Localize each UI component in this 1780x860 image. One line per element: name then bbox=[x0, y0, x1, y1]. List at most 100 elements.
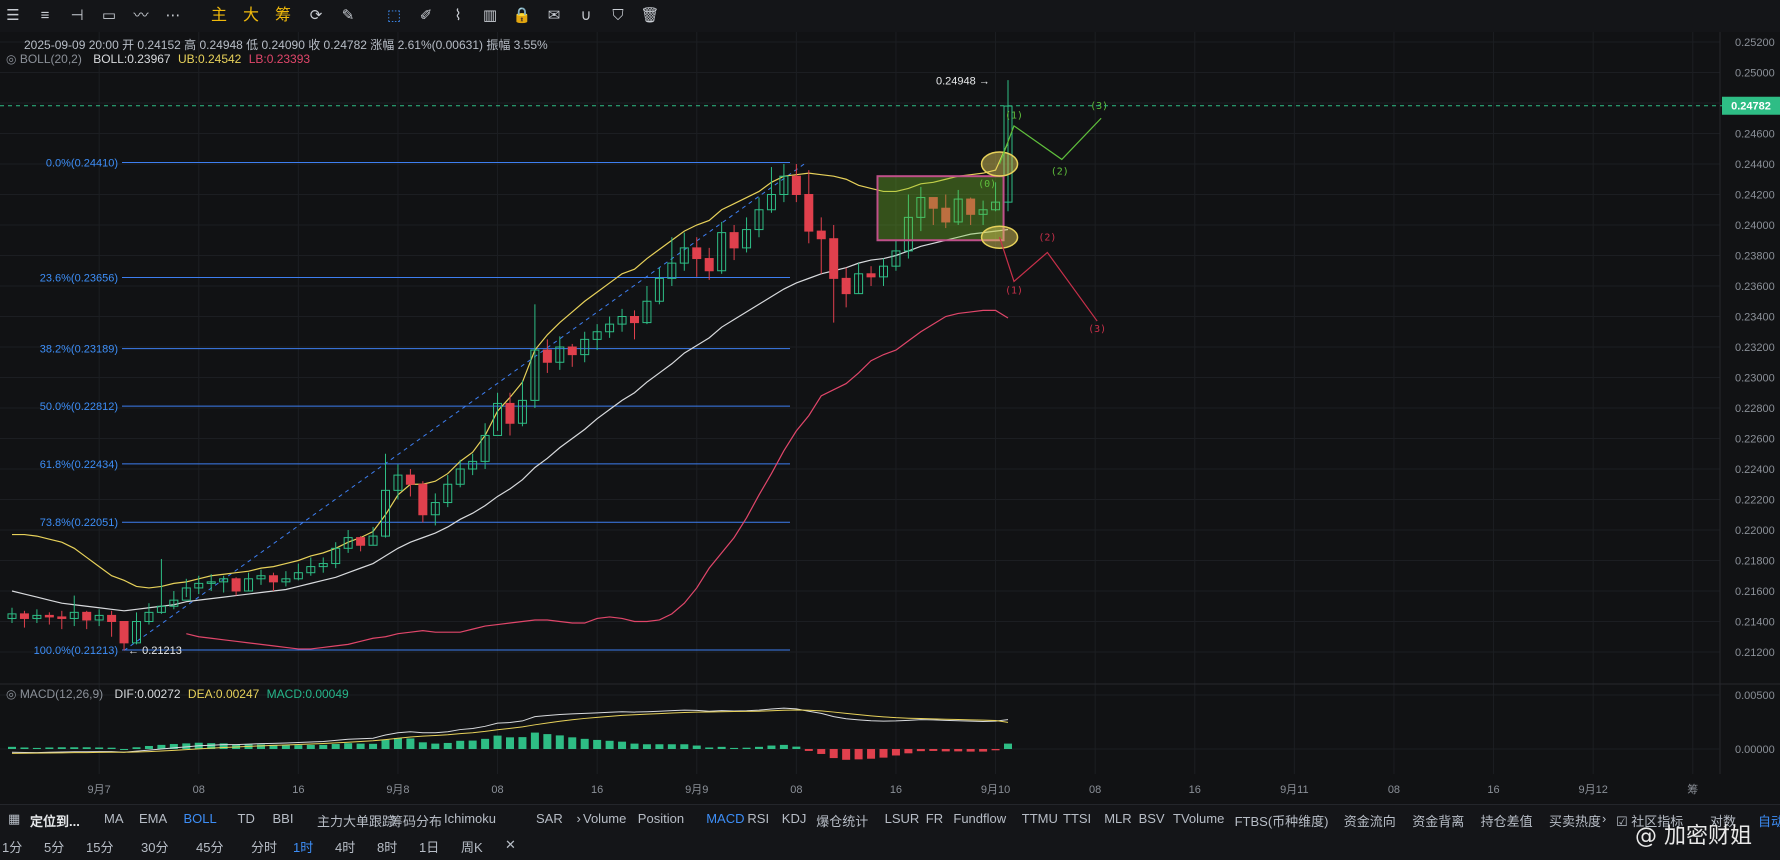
candle-body[interactable] bbox=[642, 300, 652, 324]
select-icon[interactable]: ⬚ bbox=[386, 7, 402, 24]
magnet-icon[interactable]: ∪ bbox=[580, 7, 592, 24]
timeframe-30分[interactable]: 30分 bbox=[141, 840, 169, 855]
candle-body[interactable] bbox=[368, 535, 378, 546]
indicator-持仓差值[interactable]: 持仓差值 bbox=[1480, 814, 1533, 829]
indicator-爆仓统计[interactable]: 爆仓统计 bbox=[816, 814, 869, 829]
candle-body[interactable] bbox=[393, 474, 403, 491]
timeframe-1时[interactable]: 1时 bbox=[293, 840, 314, 855]
log-scale-toggle[interactable]: 对数 bbox=[1710, 814, 1737, 829]
candle-body[interactable] bbox=[493, 402, 503, 436]
candle-body[interactable] bbox=[978, 209, 988, 215]
candle-body[interactable] bbox=[692, 247, 702, 260]
bearish-wave-projection[interactable] bbox=[998, 237, 1098, 322]
indicator-Position[interactable]: Position bbox=[637, 811, 685, 826]
boll-eye-icon[interactable]: ◎ bbox=[6, 52, 20, 66]
indicator-MLR[interactable]: MLR bbox=[1104, 811, 1132, 826]
candle-body[interactable] bbox=[754, 209, 764, 231]
indicator-MA[interactable]: MA bbox=[104, 811, 124, 826]
candle-body[interactable] bbox=[592, 331, 602, 340]
candle-body[interactable] bbox=[779, 175, 789, 195]
indicator-资金流向[interactable]: 资金流向 bbox=[1343, 814, 1396, 829]
candle-body[interactable] bbox=[505, 402, 515, 424]
candle-body[interactable] bbox=[256, 575, 266, 580]
path-icon[interactable]: ⌇ bbox=[454, 7, 462, 24]
lock-icon[interactable]: 🔒 bbox=[512, 7, 532, 24]
candle-body[interactable] bbox=[654, 277, 664, 302]
candle-body[interactable] bbox=[617, 316, 627, 325]
wave-icon[interactable]: 〰 bbox=[133, 7, 149, 24]
timeframe-15分[interactable]: 15分 bbox=[86, 840, 114, 855]
indicator-BOLL[interactable]: BOLL bbox=[183, 811, 217, 826]
candle-body[interactable] bbox=[343, 537, 353, 549]
indicator-筹码分布[interactable]: 筹码分布 bbox=[390, 814, 443, 829]
candle-body[interactable] bbox=[418, 483, 428, 516]
candle-body[interactable] bbox=[405, 474, 415, 485]
candle-body[interactable] bbox=[966, 198, 976, 215]
indicator-BBI[interactable]: BBI bbox=[272, 811, 294, 826]
indicator-资金背离[interactable]: 资金背离 bbox=[1412, 814, 1465, 829]
candle-body[interactable] bbox=[281, 578, 291, 583]
candle-body[interactable] bbox=[356, 537, 366, 546]
indicator-FR[interactable]: FR bbox=[925, 811, 944, 826]
scroll-right-icon[interactable]: › bbox=[576, 811, 581, 826]
indicator-TTMU[interactable]: TTMU bbox=[1021, 811, 1058, 826]
candle-body[interactable] bbox=[69, 611, 79, 619]
candle-body[interactable] bbox=[928, 197, 938, 209]
candle-body[interactable] bbox=[7, 613, 17, 619]
candle-body[interactable] bbox=[791, 175, 801, 195]
scroll-right-icon-2[interactable]: › bbox=[1602, 811, 1607, 826]
price-chart[interactable]: 0.252000.250000.248000.246000.244000.242… bbox=[0, 32, 1780, 804]
indicator-BSV[interactable]: BSV bbox=[1138, 811, 1165, 826]
candle-body[interactable] bbox=[468, 460, 478, 470]
candle-body[interactable] bbox=[107, 614, 117, 623]
candle-body[interactable] bbox=[879, 265, 888, 278]
candle-body[interactable] bbox=[244, 578, 254, 592]
indicator-主力大单跟踪[interactable]: 主力大单跟踪 bbox=[317, 814, 396, 829]
community-indicators-button[interactable]: ☑ 社区指标 bbox=[1616, 814, 1684, 829]
candle-body[interactable] bbox=[991, 201, 1001, 211]
candle-body[interactable] bbox=[605, 323, 615, 333]
candle-body[interactable] bbox=[306, 566, 316, 574]
candle-body[interactable] bbox=[32, 614, 42, 619]
candle-body[interactable] bbox=[667, 262, 677, 279]
candle-body[interactable] bbox=[630, 316, 639, 324]
candle-body[interactable] bbox=[766, 194, 776, 211]
candle-body[interactable] bbox=[530, 349, 540, 401]
indicator-TTSI[interactable]: TTSI bbox=[1063, 811, 1092, 826]
candle-body[interactable] bbox=[293, 572, 303, 580]
bullish-wave-projection[interactable] bbox=[998, 117, 1102, 165]
candle-body[interactable] bbox=[44, 614, 54, 618]
candle-body[interactable] bbox=[903, 216, 913, 252]
candle-body[interactable] bbox=[816, 230, 826, 240]
indicator-Volume[interactable]: Volume bbox=[583, 811, 627, 826]
timeframe-周K[interactable]: 周K bbox=[461, 840, 483, 855]
indicator-LSUR[interactable]: LSUR bbox=[884, 811, 920, 826]
crosshair-icon[interactable]: ⊣ bbox=[70, 7, 84, 24]
candle-body[interactable] bbox=[891, 250, 901, 267]
candle-body[interactable] bbox=[679, 247, 689, 264]
indicator-KDJ[interactable]: KDJ bbox=[781, 811, 807, 826]
candle-body[interactable] bbox=[480, 434, 490, 462]
candle-body[interactable] bbox=[542, 349, 552, 363]
candle-body[interactable] bbox=[517, 399, 527, 424]
candle-body[interactable] bbox=[443, 483, 453, 504]
consolidation-box[interactable] bbox=[876, 175, 1005, 242]
indicator-MACD[interactable]: MACD bbox=[706, 811, 745, 826]
candle-body[interactable] bbox=[82, 611, 92, 621]
menu-icon[interactable]: ☰ bbox=[6, 7, 20, 24]
more-icon[interactable]: ⋯ bbox=[165, 7, 181, 24]
indicator-TD[interactable]: TD bbox=[237, 811, 255, 826]
candle-body[interactable] bbox=[94, 614, 104, 621]
candle-body[interactable] bbox=[829, 238, 839, 279]
lines-icon[interactable]: ≡ bbox=[40, 7, 50, 24]
candle-body[interactable] bbox=[169, 599, 179, 607]
sync-icon[interactable]: ⟳ bbox=[309, 7, 323, 24]
close-timeframes-icon[interactable]: ✕ bbox=[505, 837, 516, 852]
candle-body[interactable] bbox=[132, 621, 141, 644]
candle-body[interactable] bbox=[854, 273, 864, 295]
toolbar-text-6[interactable]: 主 bbox=[210, 7, 227, 24]
brush-icon[interactable]: ✎ bbox=[341, 7, 355, 24]
indicator-RSI[interactable]: RSI bbox=[747, 811, 770, 826]
candle-body[interactable] bbox=[206, 581, 216, 584]
pencil-icon[interactable]: ✐ bbox=[419, 7, 433, 24]
